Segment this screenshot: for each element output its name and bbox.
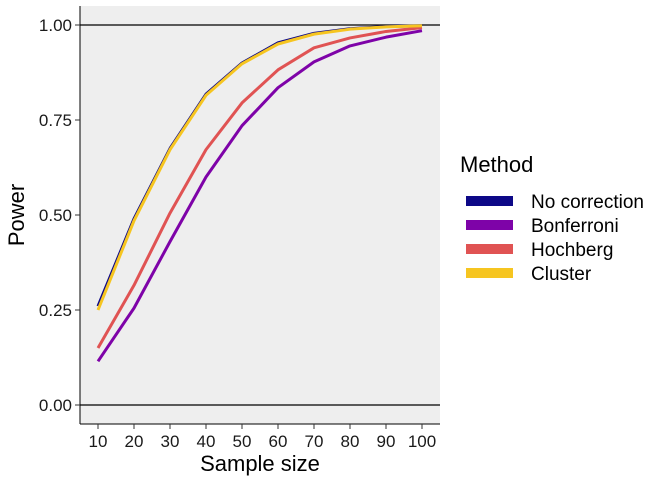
series-lines (96, 24, 423, 363)
plot-panel (80, 6, 440, 424)
y-tick-label: 0.75 (39, 111, 72, 130)
legend-label: No correction (531, 192, 644, 213)
x-tick-label: 60 (269, 432, 288, 451)
x-tick-label: 50 (233, 432, 252, 451)
y-tick-label: 0.00 (39, 396, 72, 415)
legend-swatch-hochberg (466, 244, 513, 254)
x-tick-label: 100 (408, 432, 436, 451)
x-tick-label: 20 (125, 432, 144, 451)
x-tick-label: 80 (341, 432, 360, 451)
legend-label: Cluster (531, 264, 592, 285)
x-tick-label: 40 (197, 432, 216, 451)
reference-lines (80, 24, 440, 406)
series-line-cluster (96, 24, 423, 311)
x-tick-label: 30 (161, 432, 180, 451)
x-tick-label: 90 (377, 432, 396, 451)
series-line-hochberg (96, 26, 423, 349)
legend-label: Hochberg (531, 240, 613, 261)
legend: Method No correction Bonferroni Hochberg Cl… (460, 152, 644, 285)
legend-swatch-no-correction (466, 196, 513, 206)
y-tick-label: 0.25 (39, 301, 72, 320)
x-ticks: 10 20 30 40 50 60 70 80 90 100 (89, 424, 436, 451)
y-tick-label: 1.00 (39, 16, 72, 35)
x-axis-title: Sample size (200, 451, 320, 476)
y-tick-label: 0.50 (39, 206, 72, 225)
y-axis-title: Power (4, 184, 29, 246)
x-tick-label: 10 (89, 432, 108, 451)
legend-label: Bonferroni (531, 216, 619, 237)
legend-swatch-cluster (466, 268, 513, 278)
y-ticks: 0.00 0.25 0.50 0.75 1.00 (39, 16, 80, 415)
legend-swatch-bonferroni (466, 220, 513, 230)
legend-title: Method (460, 152, 533, 177)
x-tick-label: 70 (305, 432, 324, 451)
series-line-bonferroni (96, 29, 423, 363)
